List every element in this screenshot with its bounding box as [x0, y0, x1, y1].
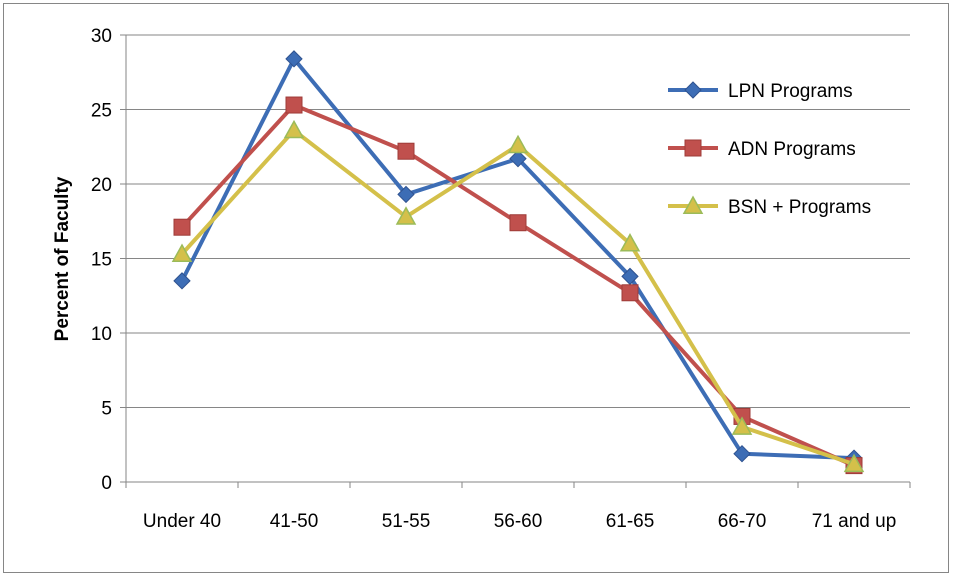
y-tick-label: 10 [91, 324, 112, 345]
legend-marker [684, 139, 702, 157]
data-point [283, 119, 305, 139]
data-point [397, 142, 415, 160]
data-point [171, 243, 193, 262]
chart-frame [3, 3, 949, 573]
x-tick-label: Under 40 [143, 511, 221, 532]
data-point [507, 134, 529, 154]
x-tick-label: 56-60 [494, 511, 543, 532]
legend-marker [682, 195, 704, 214]
legend-label: LPN Programs [728, 81, 853, 102]
y-tick-label: 15 [91, 250, 112, 271]
legend-item: BSN + Programs [668, 195, 871, 218]
y-tick-label: 25 [91, 101, 112, 122]
data-point [285, 96, 303, 114]
series-line [180, 128, 855, 467]
x-tick-label: 51-55 [382, 511, 431, 532]
gridlines [120, 34, 910, 483]
axes [125, 35, 911, 488]
x-tick-label: 66-70 [718, 511, 767, 532]
data-point [621, 284, 639, 302]
data-point [843, 453, 865, 473]
legend-item: ADN Programs [668, 139, 856, 160]
data-point [397, 185, 415, 204]
legend: LPN Programs ADN Programs BSN + Programs [668, 81, 871, 218]
data-point [733, 444, 751, 463]
data-point [395, 206, 417, 225]
data-point [731, 416, 753, 435]
data-point [509, 214, 527, 232]
legend-label: BSN + Programs [728, 197, 871, 218]
y-tick-label: 0 [101, 473, 112, 494]
y-tick-label: 5 [101, 399, 112, 420]
legend-item: LPN Programs [668, 81, 853, 102]
series-triangle [171, 119, 865, 473]
data-point [619, 233, 641, 252]
data-point [173, 272, 191, 290]
x-tick-label: 61-65 [606, 511, 655, 532]
x-tick-labels: Under 40 41-50 51-55 56-60 61-65 66-70 71 and … [143, 511, 896, 532]
y-tick-labels: 0 5 10 15 20 25 30 [91, 26, 112, 494]
data-point [173, 218, 191, 236]
y-tick-label: 30 [91, 26, 112, 47]
data-point [285, 50, 303, 68]
legend-label: ADN Programs [728, 139, 856, 160]
x-tick-label: 41-50 [270, 511, 319, 532]
x-tick-label: 71 and up [812, 511, 897, 532]
series-group [171, 50, 865, 475]
y-tick-label: 20 [91, 175, 112, 196]
y-axis-label: Percent of Faculty [52, 176, 73, 341]
data-point [509, 149, 527, 168]
legend-marker [684, 81, 702, 99]
